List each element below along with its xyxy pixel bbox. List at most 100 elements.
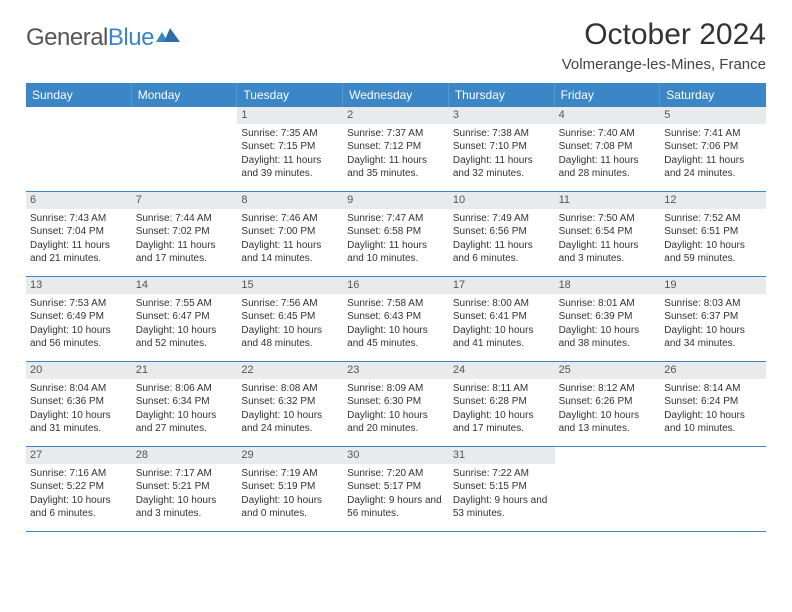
month-title: October 2024 <box>562 18 766 52</box>
day-cell: 21 Sunrise: 8:06 AMSunset: 6:34 PMDayligh… <box>132 362 238 446</box>
day-number: 31 <box>449 447 555 464</box>
day-detail-line: Daylight: 11 hours and 3 minutes. <box>559 239 657 266</box>
week-row: 13Sunrise: 7:53 AMSunset: 6:49 PMDayligh… <box>26 277 766 362</box>
day-detail-line: Daylight: 10 hours and 27 minutes. <box>136 409 234 436</box>
day-cell: 16Sunrise: 7:58 AMSunset: 6:43 PMDayligh… <box>343 277 449 361</box>
day-detail-line: Sunset: 6:37 PM <box>664 310 762 324</box>
day-detail-line: Sunset: 6:58 PM <box>347 225 445 239</box>
day-cell <box>660 447 766 531</box>
day-detail-line: Sunrise: 8:12 AM <box>559 382 657 396</box>
day-detail-line: Sunrise: 7:46 AM <box>241 212 339 226</box>
day-detail-line: Sunset: 6:34 PM <box>136 395 234 409</box>
day-detail-line: Sunrise: 7:47 AM <box>347 212 445 226</box>
location-text: Volmerange-les-Mines, France <box>562 56 766 73</box>
day-number: 26 <box>660 362 766 379</box>
day-cell: 28Sunrise: 7:17 AMSunset: 5:21 PMDayligh… <box>132 447 238 531</box>
day-number: 6 <box>26 192 132 209</box>
day-detail-line: Sunset: 7:08 PM <box>559 140 657 154</box>
day-detail-line: Sunset: 6:28 PM <box>453 395 551 409</box>
day-number: 19 <box>660 277 766 294</box>
day-detail-line: Daylight: 10 hours and 59 minutes. <box>664 239 762 266</box>
day-cell: 29Sunrise: 7:19 AMSunset: 5:19 PMDayligh… <box>237 447 343 531</box>
day-detail-line: Daylight: 11 hours and 17 minutes. <box>136 239 234 266</box>
day-number: 30 <box>343 447 449 464</box>
day-detail-line: Sunrise: 7:56 AM <box>241 297 339 311</box>
day-cell: 9Sunrise: 7:47 AMSunset: 6:58 PMDaylight… <box>343 192 449 276</box>
day-cell: 24Sunrise: 8:11 AMSunset: 6:28 PMDayligh… <box>449 362 555 446</box>
day-detail-line: Sunset: 7:02 PM <box>136 225 234 239</box>
day-detail-line: Sunrise: 8:08 AM <box>241 382 339 396</box>
day-detail-line: Daylight: 10 hours and 52 minutes. <box>136 324 234 351</box>
week-row: 20Sunrise: 8:04 AMSunset: 6:36 PMDayligh… <box>26 362 766 447</box>
day-detail-line: Sunrise: 8:01 AM <box>559 297 657 311</box>
day-detail-line: Sunrise: 7:20 AM <box>347 467 445 481</box>
week-row: 1Sunrise: 7:35 AMSunset: 7:15 PMDaylight… <box>26 107 766 192</box>
day-detail-line: Daylight: 11 hours and 14 minutes. <box>241 239 339 266</box>
day-detail-line: Sunset: 6:32 PM <box>241 395 339 409</box>
day-detail-line: Sunset: 6:56 PM <box>453 225 551 239</box>
day-detail-line: Sunset: 5:15 PM <box>453 480 551 494</box>
day-detail-line: Sunset: 7:10 PM <box>453 140 551 154</box>
day-number: 24 <box>449 362 555 379</box>
day-detail-line: Sunrise: 7:44 AM <box>136 212 234 226</box>
day-number: 23 <box>343 362 449 379</box>
day-detail-line: Daylight: 10 hours and 45 minutes. <box>347 324 445 351</box>
day-number: 14 <box>132 277 238 294</box>
day-detail-line: Daylight: 9 hours and 53 minutes. <box>453 494 551 521</box>
day-number: 7 <box>132 192 238 209</box>
day-detail-line: Sunrise: 7:58 AM <box>347 297 445 311</box>
day-detail-line: Sunset: 5:19 PM <box>241 480 339 494</box>
day-cell: 3Sunrise: 7:38 AMSunset: 7:10 PMDaylight… <box>449 107 555 191</box>
day-number: 3 <box>449 107 555 124</box>
day-number: 2 <box>343 107 449 124</box>
day-cell <box>26 107 132 191</box>
day-detail-line: Sunrise: 7:38 AM <box>453 127 551 141</box>
day-detail-line: Daylight: 11 hours and 35 minutes. <box>347 154 445 181</box>
day-detail-line: Daylight: 10 hours and 34 minutes. <box>664 324 762 351</box>
day-number: 28 <box>132 447 238 464</box>
day-cell: 17Sunrise: 8:00 AMSunset: 6:41 PMDayligh… <box>449 277 555 361</box>
day-detail-line: Sunset: 6:51 PM <box>664 225 762 239</box>
day-detail-line: Daylight: 10 hours and 20 minutes. <box>347 409 445 436</box>
day-number: 18 <box>555 277 661 294</box>
day-detail-line: Daylight: 11 hours and 28 minutes. <box>559 154 657 181</box>
day-detail-line: Daylight: 10 hours and 13 minutes. <box>559 409 657 436</box>
day-detail-line: Daylight: 10 hours and 3 minutes. <box>136 494 234 521</box>
day-number: 1 <box>237 107 343 124</box>
day-detail-line: Daylight: 10 hours and 24 minutes. <box>241 409 339 436</box>
day-number: 10 <box>449 192 555 209</box>
logo-text-gray: General <box>26 24 108 51</box>
week-row: 6Sunrise: 7:43 AMSunset: 7:04 PMDaylight… <box>26 192 766 277</box>
day-number: 29 <box>237 447 343 464</box>
day-detail-line: Sunset: 6:43 PM <box>347 310 445 324</box>
day-detail-line: Daylight: 11 hours and 39 minutes. <box>241 154 339 181</box>
weekday-header: Monday <box>132 83 238 107</box>
day-detail-line: Daylight: 10 hours and 0 minutes. <box>241 494 339 521</box>
day-detail-line: Sunrise: 7:17 AM <box>136 467 234 481</box>
day-detail-line: Sunset: 6:49 PM <box>30 310 128 324</box>
day-detail-line: Sunrise: 8:11 AM <box>453 382 551 396</box>
day-detail-line: Sunrise: 7:22 AM <box>453 467 551 481</box>
day-detail-line: Sunrise: 7:52 AM <box>664 212 762 226</box>
day-detail-line: Sunrise: 8:09 AM <box>347 382 445 396</box>
header-row: GeneralBlue October 2024 Volmerange-les-… <box>26 18 766 73</box>
day-cell: 13Sunrise: 7:53 AMSunset: 6:49 PMDayligh… <box>26 277 132 361</box>
weeks-container: 1Sunrise: 7:35 AMSunset: 7:15 PMDaylight… <box>26 107 766 532</box>
day-detail-line: Sunrise: 8:03 AM <box>664 297 762 311</box>
day-detail-line: Sunset: 5:22 PM <box>30 480 128 494</box>
week-row: 27Sunrise: 7:16 AMSunset: 5:22 PMDayligh… <box>26 447 766 532</box>
day-detail-line: Sunrise: 8:06 AM <box>136 382 234 396</box>
day-cell: 20Sunrise: 8:04 AMSunset: 6:36 PMDayligh… <box>26 362 132 446</box>
day-detail-line: Sunset: 6:45 PM <box>241 310 339 324</box>
weekday-header: Friday <box>555 83 661 107</box>
day-detail-line: Sunset: 6:54 PM <box>559 225 657 239</box>
day-number: 21 <box>132 362 238 379</box>
day-detail-line: Sunrise: 7:16 AM <box>30 467 128 481</box>
day-detail-line: Daylight: 9 hours and 56 minutes. <box>347 494 445 521</box>
day-detail-line: Sunrise: 7:55 AM <box>136 297 234 311</box>
day-cell <box>555 447 661 531</box>
weekday-header: Saturday <box>660 83 766 107</box>
day-cell: 18Sunrise: 8:01 AMSunset: 6:39 PMDayligh… <box>555 277 661 361</box>
day-detail-line: Sunrise: 7:40 AM <box>559 127 657 141</box>
day-detail-line: Sunset: 6:47 PM <box>136 310 234 324</box>
